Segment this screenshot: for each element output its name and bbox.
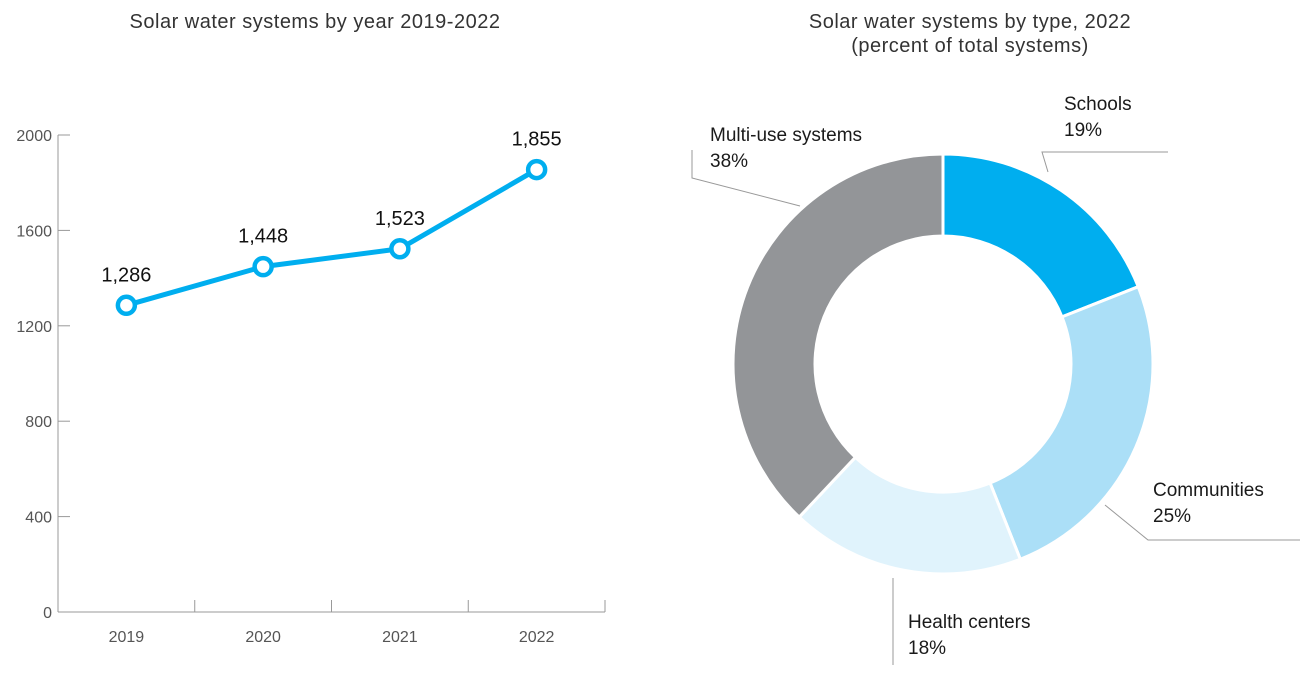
- data-label: 1,286: [101, 264, 151, 286]
- slice-value-label: 18%: [908, 638, 946, 659]
- slice-name-label: Multi-use systems: [710, 125, 862, 146]
- x-tick-label: 2022: [519, 629, 555, 646]
- slice-name-label: Schools: [1064, 94, 1132, 115]
- series-line: [125, 167, 538, 308]
- slice-name-label: Communities: [1153, 480, 1264, 501]
- y-tick-label: 400: [25, 510, 52, 527]
- data-point: [389, 238, 411, 260]
- leader-line: [1041, 151, 1168, 173]
- y-tick-label: 2000: [16, 128, 52, 145]
- data-point: [525, 158, 548, 181]
- y-tick-label: 1200: [16, 319, 52, 336]
- y-tick-label: 1600: [16, 223, 52, 240]
- donut-chart-title: Solar water systems by type, 2022 (perce…: [640, 10, 1300, 58]
- line-chart: 0 400 800 1200 1600 2000 2019 2020 2021 2022 1,286…: [16, 128, 606, 646]
- donut-chart-title-main: Solar water systems by type, 2022: [808, 11, 1132, 33]
- slice-name-label: Health centers: [908, 612, 1031, 633]
- slice-value-label: 38%: [710, 151, 748, 172]
- donut-chart: Schools 19% Communities 25% Health centers 18…: [691, 94, 1300, 665]
- slice-value-label: 25%: [1153, 506, 1191, 527]
- donut-slice: [731, 152, 945, 520]
- y-tick-label: 800: [25, 414, 52, 431]
- data-point: [252, 255, 274, 278]
- data-label: 1,523: [375, 208, 425, 230]
- donut-slice: [988, 284, 1155, 562]
- donut-chart-panel: Solar water systems by type, 2022 (perce…: [640, 0, 1300, 670]
- slice-value-label: 19%: [1064, 120, 1102, 141]
- x-tick-label: 2021: [382, 629, 418, 646]
- y-tick-label: 0: [43, 605, 52, 622]
- line-chart-panel: Solar water systems by year 2019-2022 0 4…: [0, 0, 640, 670]
- line-chart-title: Solar water systems by year 2019-2022: [129, 11, 501, 33]
- x-tick-label: 2020: [245, 629, 281, 646]
- x-tick-label: 2019: [109, 629, 145, 646]
- data-point: [115, 294, 138, 317]
- leader-line: [691, 150, 801, 207]
- data-label: 1,448: [238, 226, 288, 248]
- donut-slice: [941, 152, 1141, 319]
- data-label: 1,855: [512, 129, 562, 151]
- donut-chart-subtitle: (percent of total systems): [851, 35, 1089, 57]
- leader-line: [1104, 504, 1300, 541]
